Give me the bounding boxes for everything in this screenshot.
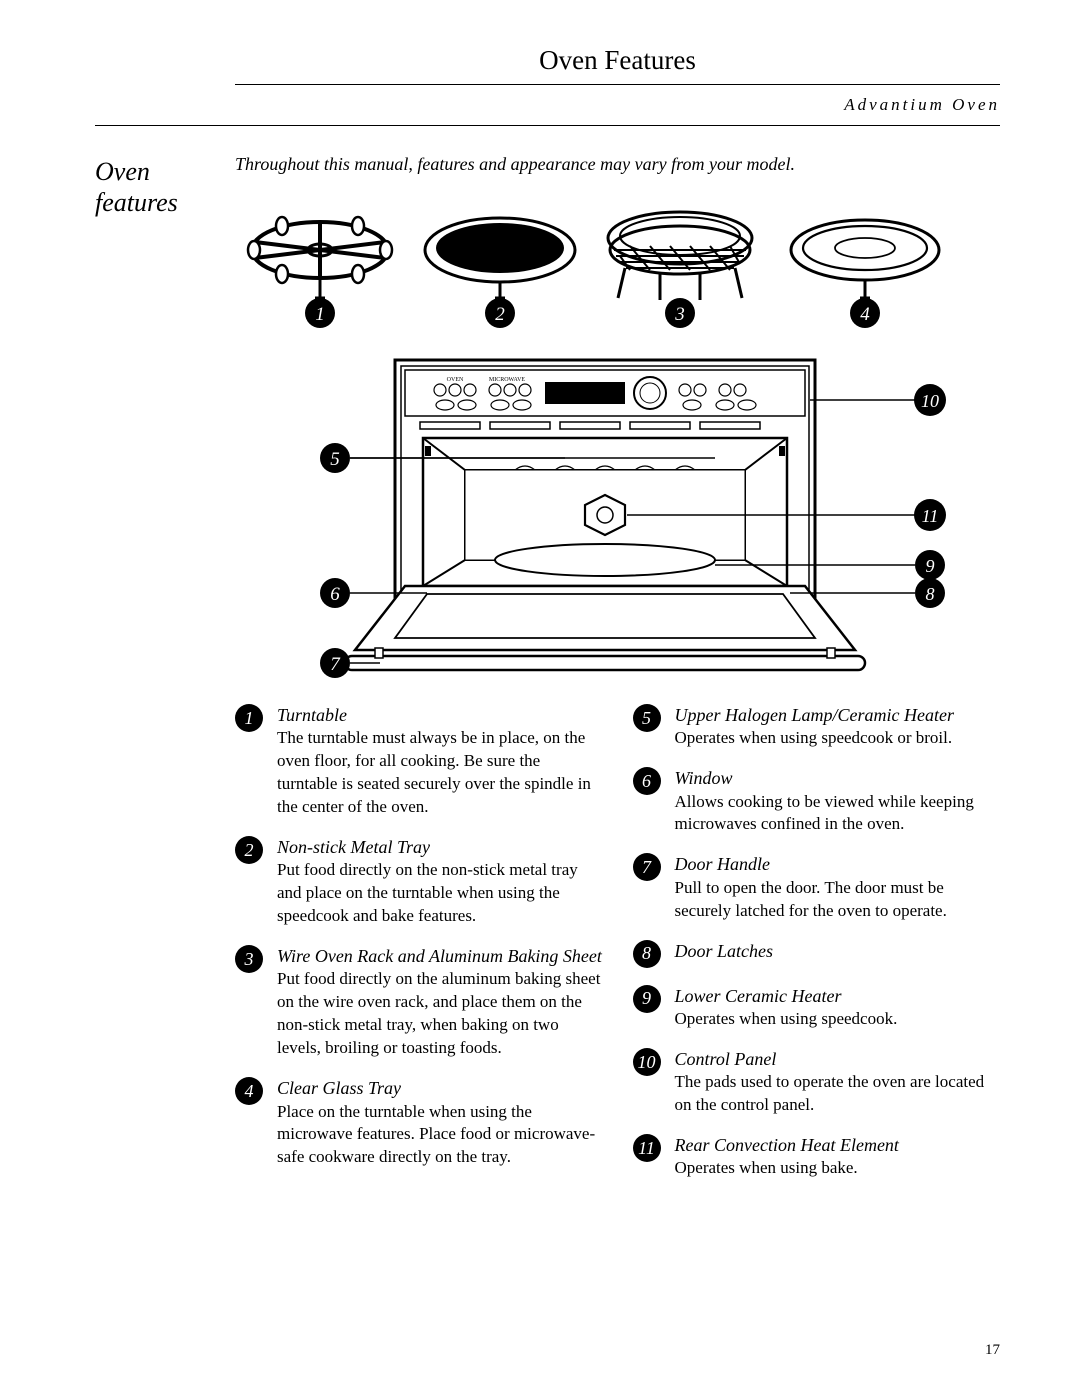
svg-text:7: 7 [330,654,341,675]
accessory-turntable-icon [248,217,392,298]
feature-description: Allows cooking to be viewed while keepin… [675,791,1001,837]
feature-number-bullet: 10 [633,1048,661,1076]
feature-description: Put food directly on the aluminum baking… [277,968,603,1060]
features-column-left: 1 TurntableThe turntable must always be i… [235,703,603,1196]
feature-title: Lower Ceramic Heater [675,984,1001,1008]
feature-item: 5 Upper Halogen Lamp/Ceramic HeaterOperat… [633,703,1001,750]
svg-text:11: 11 [922,506,939,526]
feature-title: Non-stick Metal Tray [277,835,603,859]
feature-title: Door Handle [675,852,1001,876]
feature-number-bullet: 3 [235,945,263,973]
feature-title: Turntable [277,703,603,727]
feature-title: Clear Glass Tray [277,1076,603,1100]
svg-text:9: 9 [926,556,935,576]
feature-number-bullet: 5 [633,704,661,732]
feature-number-bullet: 4 [235,1077,263,1105]
svg-text:8: 8 [926,584,935,604]
header-divider [95,125,1000,126]
feature-description: Operates when using speedcook or broil. [675,727,1001,750]
feature-description: Operates when using bake. [675,1157,1001,1180]
feature-description: Pull to open the door. The door must be … [675,877,1001,923]
feature-title: Window [675,766,1001,790]
feature-description: The pads used to operate the oven are lo… [675,1071,1001,1117]
accessory-glass-tray-icon [791,220,939,298]
side-heading: Oven features [95,154,235,1196]
svg-text:2: 2 [495,304,505,325]
features-column-right: 5Upper Halogen Lamp/Ceramic HeaterOperat… [633,703,1001,1196]
feature-number-bullet: 9 [633,985,661,1013]
feature-item: 9 Lower Ceramic HeaterOperates when using… [633,984,1001,1031]
feature-item: 10 Control PanelThe pads used to operate … [633,1047,1001,1117]
feature-number-bullet: 1 [235,704,263,732]
feature-title: Control Panel [675,1047,1001,1071]
accessory-metal-tray-icon [425,218,575,298]
svg-text:3: 3 [674,304,685,325]
svg-text:1: 1 [315,304,325,325]
intro-note: Throughout this manual, features and app… [235,154,1000,175]
page-title: Oven Features [235,45,1000,85]
svg-text:6: 6 [330,584,340,605]
feature-item: 1 TurntableThe turntable must always be i… [235,703,603,819]
feature-number-bullet: 11 [633,1134,661,1162]
feature-number-bullet: 2 [235,836,263,864]
svg-text:4: 4 [860,304,870,325]
svg-text:MICROWAVE: MICROWAVE [489,377,526,383]
page-number: 17 [985,1342,1000,1359]
feature-description: Operates when using speedcook. [675,1008,1001,1031]
feature-description: Put food directly on the non-stick metal… [277,859,603,928]
feature-description: Place on the turntable when using the mi… [277,1101,603,1170]
svg-text:5: 5 [330,449,340,470]
feature-number-bullet: 6 [633,767,661,795]
feature-item: 8 Door Latches [633,939,1001,968]
feature-title: Rear Convection Heat Element [675,1133,1001,1157]
svg-text:OVEN: OVEN [447,377,464,383]
feature-number-bullet: 7 [633,853,661,881]
feature-description: The turntable must always be in place, o… [277,727,603,819]
feature-item: 7 Door HandlePull to open the door. The d… [633,852,1001,922]
feature-title: Door Latches [675,939,1001,963]
product-name: Advantium Oven [235,95,1000,125]
feature-item: 3 Wire Oven Rack and Aluminum Baking Shee… [235,944,603,1060]
svg-text:10: 10 [921,391,939,411]
feature-title: Upper Halogen Lamp/Ceramic Heater [675,703,1001,727]
feature-title: Wire Oven Rack and Aluminum Baking Sheet [277,944,603,968]
feature-number-bullet: 8 [633,940,661,968]
feature-item: 11 Rear Convection Heat ElementOperates w… [633,1133,1001,1180]
feature-item: 4 Clear Glass TrayPlace on the turntable … [235,1076,603,1169]
oven-diagram: 1 2 3 4 OVEN MICROWAVE [235,195,1000,685]
feature-item: 6 WindowAllows cooking to be viewed while… [633,766,1001,836]
accessory-wire-rack-icon [608,212,752,300]
feature-item: 2 Non-stick Metal TrayPut food directly o… [235,835,603,928]
